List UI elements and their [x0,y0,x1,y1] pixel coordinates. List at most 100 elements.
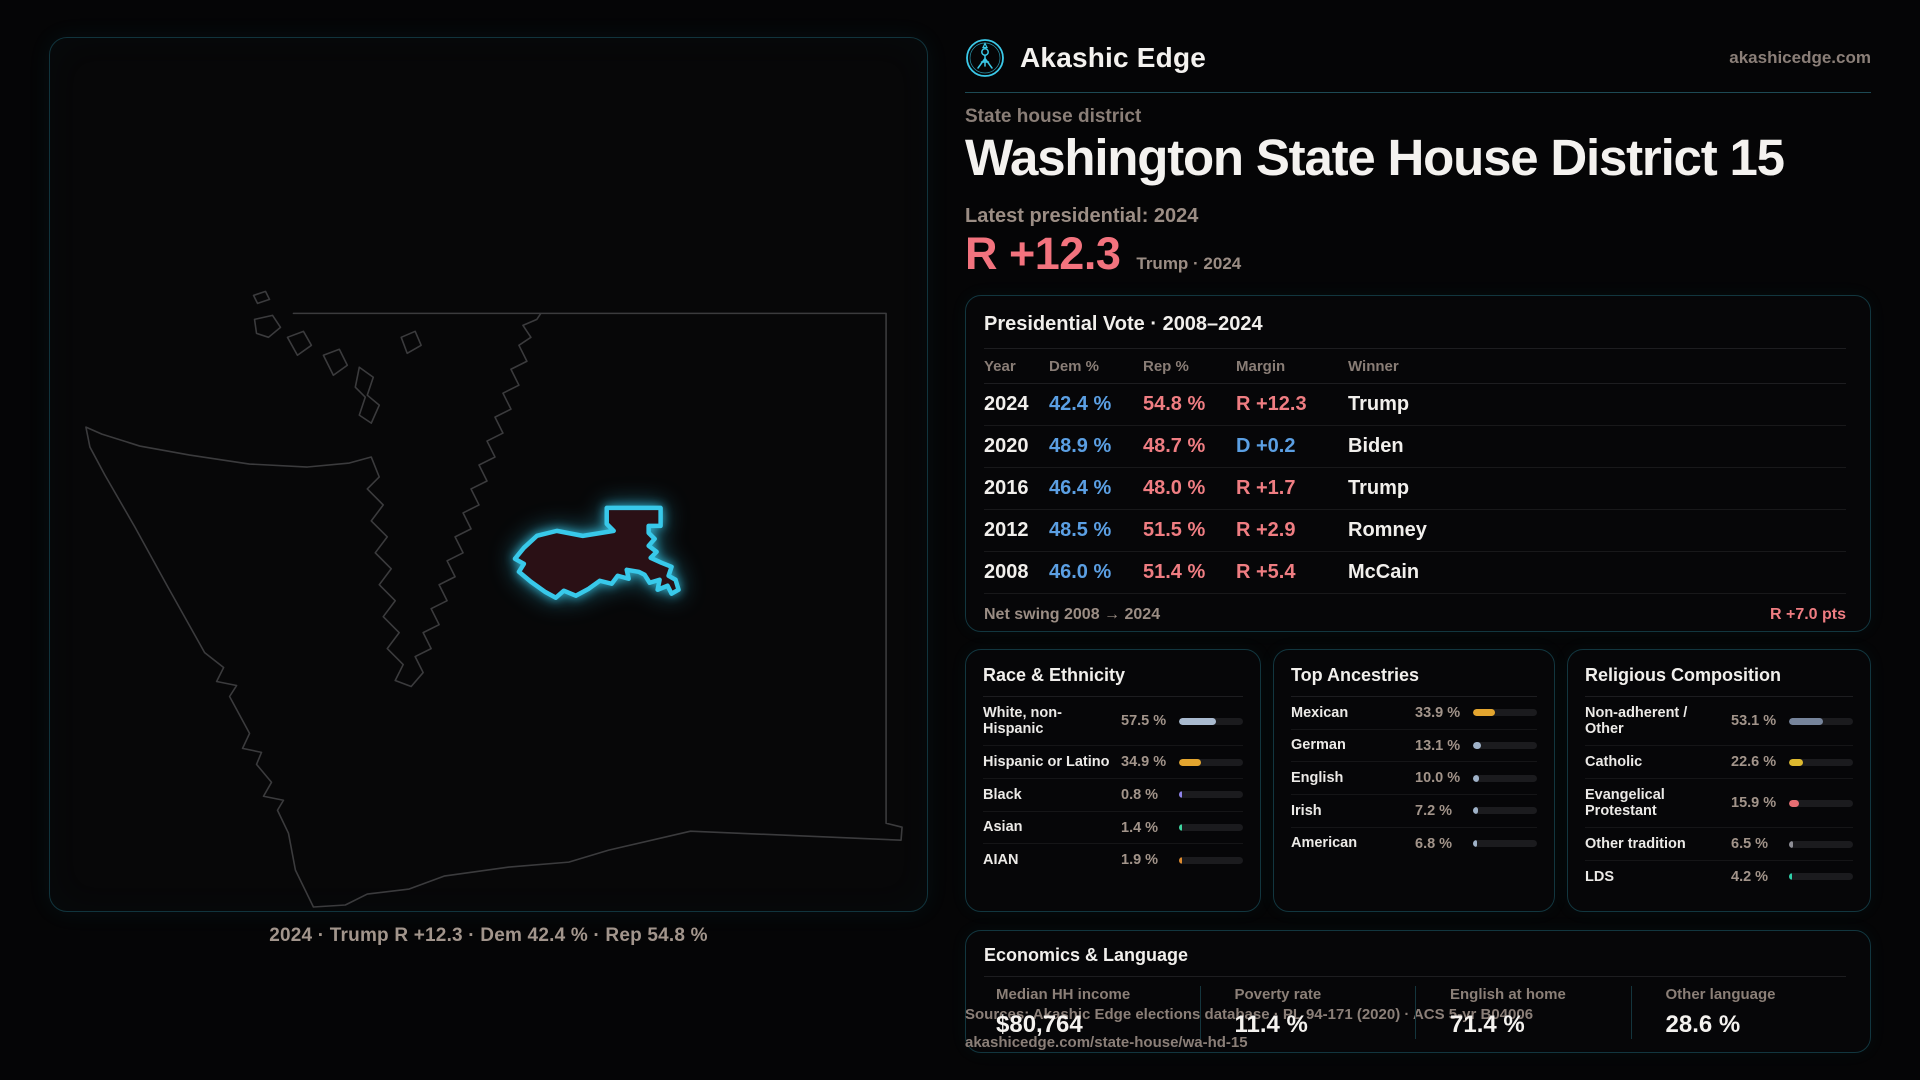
divider [1585,696,1853,697]
stat-value: 1.9 % [1121,852,1159,869]
stat-row: AIAN 1.9 % [983,844,1243,876]
economics-stats: Median HH income $80,764 Poverty rate 11… [984,986,1846,1039]
divider [1291,696,1537,697]
stat-bar-fill [1179,717,1216,725]
stat-bar [1473,774,1537,782]
rep-cell: 48.0 % [1143,477,1206,499]
winner-cell: Trump [1348,393,1410,415]
island-outline [400,330,422,355]
net-swing-row: Net swing 2008 → 2024 R +7.0 pts [984,594,1846,624]
stat-bar-fill [1473,709,1495,717]
stat-value: 28.6 % [1665,1011,1741,1038]
brand-name: Akashic Edge [1020,42,1207,73]
stat-bar-fill [1473,774,1480,782]
panel-title: Economics & Language [984,945,1189,965]
headline-margin: R +12.3 Trump · 2024 [965,228,1241,280]
stat-value: $80,764 [996,1011,1083,1038]
site-domain-link[interactable]: akashicedge.com [1729,48,1871,67]
headline-margin-note: Trump · 2024 [1136,254,1242,273]
district-shape [512,505,681,600]
stat-row: Non-adherent / Other 53.1 % [1585,697,1853,747]
col-dem: Dem % [1049,358,1100,375]
island-outline [252,290,271,305]
stat-label: AIAN [983,851,1019,868]
stat-bar [1179,824,1243,832]
sources-footer: Sources: Akashic Edge elections database… [965,1001,1625,1057]
island-outline [322,348,349,377]
winner-cell: Biden [1348,435,1404,457]
stat-value: 57.5 % [1121,713,1167,730]
stat-poverty-rate: Poverty rate 11.4 % [1199,986,1416,1039]
stat-bar-fill [1789,799,1800,807]
table-row: 2016 46.4 % 48.0 % R +1.7 Trump [984,468,1846,510]
stat-value: 6.8 % [1415,835,1453,852]
dem-cell: 42.4 % [1049,393,1112,415]
col-rep: Rep % [1143,358,1189,375]
panel-title: Religious Composition [1585,665,1781,685]
stat-label: Poverty rate [1234,986,1322,1003]
stat-label: LDS [1585,868,1614,885]
col-year: Year [984,358,1016,375]
sources-line: Sources: Akashic Edge elections database… [965,1006,1534,1023]
stat-label: English [1291,769,1344,786]
year-cell: 2016 [984,477,1029,499]
state-outline [85,312,903,908]
col-winner: Winner [1348,358,1399,375]
stat-row: Mexican 33.9 % [1291,697,1537,730]
stat-label: Catholic [1585,753,1643,770]
stat-bar-fill [1179,791,1182,799]
dem-cell: 48.5 % [1049,519,1112,541]
rep-cell: 51.5 % [1143,519,1206,541]
race-ethnicity-panel: Race & Ethnicity White, non-Hispanic 57.… [965,649,1261,912]
stat-value: 6.5 % [1731,836,1769,853]
table-row: 2012 48.5 % 51.5 % R +2.9 Romney [984,510,1846,552]
stat-bar [1179,758,1243,766]
stat-value: 15.9 % [1731,795,1777,812]
map-caption: 2024 · Trump R +12.3 · Dem 42.4 % · Rep … [269,925,708,946]
stat-label: Hispanic or Latino [983,753,1110,770]
stat-label: Irish [1291,802,1322,819]
site-header: Akashic Edge akashicedge.com [965,36,1871,80]
stat-bar-fill [1179,758,1202,766]
stat-value: 11.4 % [1234,1011,1308,1038]
stat-value: 7.2 % [1415,802,1453,819]
stat-bar [1179,717,1243,725]
margin-cell: R +2.9 [1236,519,1296,541]
stat-bar [1789,840,1853,848]
stat-value: 53.1 % [1731,713,1777,730]
year-cell: 2008 [984,561,1029,583]
island-outline [253,314,282,339]
rep-cell: 54.8 % [1143,393,1206,415]
divider [984,976,1846,977]
stat-label: Evangelical Protestant [1585,786,1665,820]
panel-title: Top Ancestries [1291,665,1420,685]
margin-cell: R +12.3 [1236,393,1307,415]
stat-value: 71.4 % [1450,1011,1525,1038]
stat-bar-fill [1179,824,1182,832]
stat-row: Irish 7.2 % [1291,795,1537,828]
headline-margin-value: R +12.3 [965,228,1121,279]
stat-bar-fill [1789,717,1823,725]
rep-cell: 48.7 % [1143,435,1206,457]
dem-cell: 46.0 % [1049,561,1112,583]
stat-value: 4.2 % [1731,868,1769,885]
stat-row: Other tradition 6.5 % [1585,828,1853,862]
stat-bar [1789,873,1853,881]
stat-value: 33.9 % [1415,704,1461,721]
stat-label: English at home [1450,986,1566,1003]
stat-row: White, non-Hispanic 57.5 % [983,697,1243,747]
state-map-panel [49,37,928,912]
stat-other-language: Other language 28.6 % [1630,986,1847,1039]
winner-cell: Romney [1348,519,1427,541]
island-outline [286,330,313,357]
table-row: 2020 48.9 % 48.7 % D +0.2 Biden [984,426,1846,468]
stat-bar [1789,799,1853,807]
permalink-url[interactable]: akashicedge.com/state-house/wa-hd-15 [965,1034,1248,1051]
stat-label: Mexican [1291,704,1349,721]
stat-label: White, non-Hispanic [983,704,1062,738]
stat-bar-fill [1473,807,1478,815]
island-outline [354,366,381,424]
stat-row: Black 0.8 % [983,779,1243,812]
stat-value: 22.6 % [1731,754,1777,771]
stat-bar-fill [1789,873,1792,881]
